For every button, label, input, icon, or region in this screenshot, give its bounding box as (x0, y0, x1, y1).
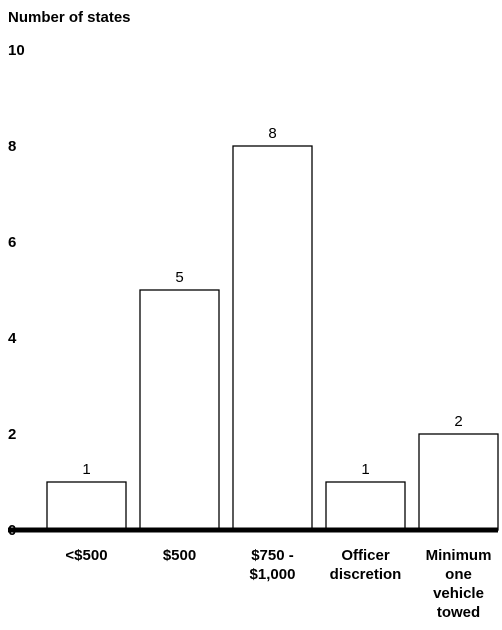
x-category-label-line: $750 - (251, 547, 294, 564)
x-category-label: $500 (163, 547, 196, 564)
bar-value-label: 1 (82, 461, 90, 478)
y-tick-label: 4 (8, 330, 17, 347)
x-category-label-line: Officer (341, 547, 390, 564)
bar (139, 289, 220, 531)
x-category-label-line: <$500 (65, 547, 107, 564)
bar-value-label: 2 (454, 413, 462, 430)
y-axis-label: Number of states (8, 9, 131, 26)
x-category-label: Minimum one vehicle towed (426, 547, 492, 621)
bar (418, 433, 499, 531)
x-category-label: $750 - $1,000 (250, 547, 296, 583)
x-category-label-line: $1,000 (250, 566, 296, 583)
x-category-label-line: discretion (330, 566, 402, 583)
y-tick-label: 8 (8, 138, 16, 155)
y-tick-label: 10 (8, 42, 25, 59)
y-tick-label: 6 (8, 234, 16, 251)
y-ticks: 0246810 (8, 42, 25, 539)
bar (232, 145, 313, 531)
bar-value-label: 8 (268, 125, 276, 142)
x-category-label: Officer discretion (330, 547, 402, 583)
category-labels: <$500 $500 $750 - $1,000 Officer discretion Mi… (65, 547, 491, 621)
bar-value-label: 5 (175, 269, 183, 286)
bar (46, 481, 127, 531)
x-category-label-line: Minimum (426, 547, 492, 564)
x-category-label: <$500 (65, 547, 107, 564)
x-category-label-line: $500 (163, 547, 196, 564)
x-category-label-line: towed (437, 604, 480, 621)
bar (325, 481, 406, 531)
bar-value-label: 1 (361, 461, 369, 478)
x-category-label-line: one (445, 566, 472, 583)
y-tick-label: 2 (8, 426, 16, 443)
x-category-label-line: vehicle (433, 585, 484, 602)
